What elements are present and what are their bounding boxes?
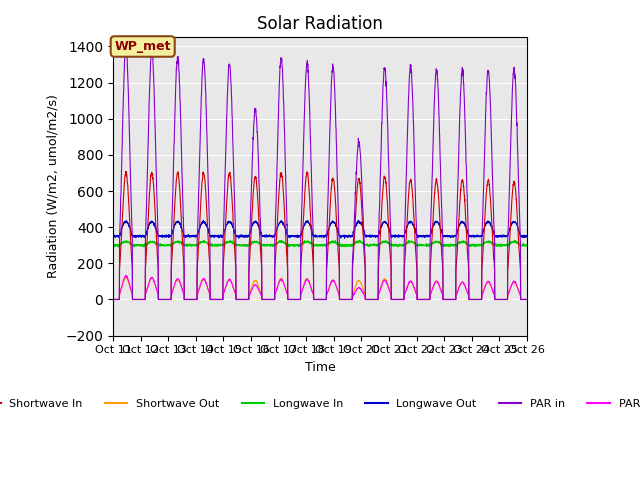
PAR in [467, 297, 475, 302]
Shortwave Out [109, 297, 117, 302]
Line: Longwave Out: Longwave Out [113, 220, 527, 238]
Shortwave In [122, 168, 130, 174]
Longwave In [109, 242, 117, 248]
PAR out [109, 297, 117, 302]
Longwave Out [150, 222, 158, 228]
Text: WP_met: WP_met [115, 40, 171, 53]
PAR in [122, 43, 130, 49]
Line: Shortwave In: Shortwave In [113, 171, 527, 300]
Y-axis label: Radiation (W/m2, umol/m2/s): Radiation (W/m2, umol/m2/s) [47, 95, 60, 278]
PAR out [444, 297, 451, 302]
PAR in [151, 107, 159, 112]
PAR in [109, 297, 117, 302]
PAR in [444, 297, 451, 302]
Longwave In [444, 242, 452, 248]
Shortwave In [151, 199, 159, 205]
PAR out [240, 297, 248, 302]
Shortwave In [109, 297, 117, 302]
Shortwave In [517, 297, 525, 302]
Longwave In [523, 241, 531, 247]
X-axis label: Time: Time [305, 361, 335, 374]
Longwave Out [200, 217, 207, 223]
Shortwave Out [444, 297, 451, 302]
Longwave In [140, 244, 148, 250]
Shortwave Out [151, 280, 159, 286]
Longwave In [344, 242, 352, 248]
Longwave Out [523, 233, 531, 239]
Longwave Out [340, 235, 348, 241]
Title: Solar Radiation: Solar Radiation [257, 15, 383, 33]
Longwave Out [518, 233, 525, 239]
Legend: Shortwave In, Shortwave Out, Longwave In, Longwave Out, PAR in, PAR out: Shortwave In, Shortwave Out, Longwave In… [0, 395, 640, 414]
PAR in [240, 297, 248, 302]
PAR out [523, 297, 531, 302]
Longwave Out [444, 234, 452, 240]
Longwave Out [240, 234, 248, 240]
PAR out [467, 297, 475, 302]
Longwave Out [467, 234, 475, 240]
PAR out [122, 273, 130, 278]
Shortwave Out [240, 297, 248, 302]
Longwave In [467, 242, 475, 248]
PAR out [517, 297, 525, 302]
Shortwave Out [523, 297, 531, 302]
PAR in [523, 297, 531, 302]
Shortwave Out [517, 297, 525, 302]
Shortwave Out [344, 297, 352, 302]
PAR in [517, 297, 525, 302]
Longwave Out [344, 234, 352, 240]
Shortwave In [467, 297, 475, 302]
Shortwave In [344, 297, 352, 302]
Shortwave In [444, 297, 451, 302]
Longwave In [518, 242, 525, 248]
Line: Longwave In: Longwave In [113, 240, 527, 247]
PAR in [344, 297, 352, 302]
Line: PAR out: PAR out [113, 276, 527, 300]
Shortwave Out [148, 274, 156, 280]
PAR out [344, 297, 352, 302]
Shortwave In [523, 297, 531, 302]
Line: PAR in: PAR in [113, 46, 527, 300]
Longwave In [151, 240, 159, 246]
Longwave In [240, 243, 248, 249]
Shortwave Out [467, 297, 475, 302]
PAR out [151, 279, 159, 285]
Longwave Out [109, 234, 117, 240]
Line: Shortwave Out: Shortwave Out [113, 277, 527, 300]
Shortwave In [240, 297, 248, 302]
Longwave In [200, 238, 207, 243]
